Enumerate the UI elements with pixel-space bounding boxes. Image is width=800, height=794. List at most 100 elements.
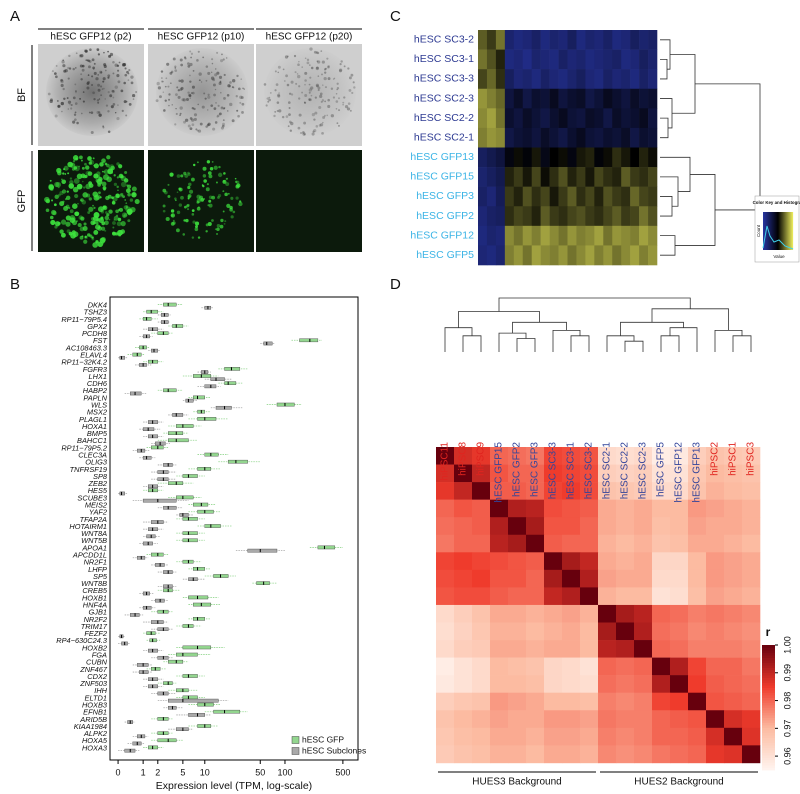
- bf-speck: [117, 104, 119, 106]
- bf-speck: [124, 67, 127, 70]
- box: [193, 567, 205, 571]
- heat-cell: [648, 127, 658, 148]
- gfp-signal: [95, 240, 99, 244]
- gene-label: ZNF503: [79, 679, 108, 688]
- box: [168, 438, 189, 443]
- gfp-signal: [180, 195, 184, 200]
- heat-cell: [478, 167, 488, 187]
- column-label: hESC SC2-3: [638, 442, 649, 500]
- bf-speck: [277, 71, 280, 74]
- corr-cell: [490, 604, 509, 623]
- bf-speck: [114, 63, 118, 67]
- color-key-band: [762, 760, 775, 763]
- bf-speck: [217, 104, 220, 107]
- gfp-signal: [118, 164, 123, 169]
- bf-speck: [278, 92, 280, 94]
- bf-speck: [74, 118, 77, 121]
- heat-cell: [567, 186, 577, 207]
- corr-cell: [634, 710, 653, 729]
- heat-cell: [621, 245, 631, 266]
- gene-label: SP5: [93, 572, 108, 581]
- heat-cell: [478, 127, 488, 148]
- bf-speck: [168, 93, 171, 96]
- heat-cell: [639, 167, 649, 187]
- gfp-signal: [65, 221, 71, 227]
- corr-cell: [634, 482, 653, 500]
- gene-label: IHH: [94, 686, 107, 695]
- heat-cell: [639, 127, 649, 148]
- bf-speck: [193, 107, 196, 111]
- heat-cell: [486, 30, 497, 50]
- corr-cell: [562, 464, 581, 483]
- corr-cell: [580, 692, 599, 711]
- heat-cell: [612, 69, 622, 90]
- color-key-band: [762, 710, 775, 713]
- column-label: hESC GFP2: [512, 442, 523, 497]
- corr-cell: [742, 517, 761, 536]
- bf-speck: [240, 96, 244, 100]
- corr-cell: [652, 499, 671, 518]
- bf-speck: [87, 59, 91, 63]
- gfp-signal: [162, 188, 167, 193]
- color-key-band: [783, 212, 785, 250]
- bf-speck: [221, 106, 224, 109]
- gfp-signal: [98, 177, 103, 182]
- gfp-signal: [124, 171, 128, 175]
- bf-speck: [278, 109, 282, 113]
- corr-cell: [634, 447, 653, 465]
- color-key-band: [786, 212, 788, 250]
- bf-speck: [92, 66, 95, 70]
- heat-cell: [540, 108, 550, 129]
- corr-cell: [436, 657, 455, 676]
- corr-cell: [598, 482, 617, 500]
- gfp-signal: [97, 183, 101, 187]
- corr-cell: [526, 692, 545, 711]
- corr-cell: [562, 447, 581, 465]
- gfp-signal: [229, 205, 233, 210]
- heat-cell: [567, 225, 577, 246]
- bf-speck: [111, 89, 115, 93]
- corr-cell: [562, 587, 581, 606]
- gene-label: HOXA1: [82, 422, 107, 431]
- gfp-signal: [79, 226, 85, 232]
- corr-cell: [742, 745, 761, 764]
- bf-speck: [82, 100, 85, 103]
- bf-speck: [327, 77, 331, 81]
- corr-cell: [706, 710, 725, 729]
- corr-cell: [472, 745, 491, 764]
- gfp-signal: [87, 171, 93, 176]
- corr-cell: [688, 552, 707, 571]
- corr-cell: [634, 464, 653, 483]
- bf-speck: [97, 83, 101, 87]
- color-key-band: [762, 662, 775, 666]
- bf-speck: [288, 113, 291, 117]
- corr-cell: [454, 482, 473, 500]
- bf-speck: [316, 50, 318, 53]
- corr-cell: [526, 482, 545, 500]
- box: [151, 348, 158, 353]
- corr-cell: [436, 447, 455, 465]
- dendrogram: [660, 58, 668, 80]
- bf-speck: [79, 64, 83, 68]
- heat-cell: [513, 108, 524, 129]
- heat-cell: [585, 30, 595, 50]
- heat-cell: [648, 167, 658, 187]
- gfp-signal: [185, 218, 189, 223]
- corr-cell: [598, 640, 617, 658]
- bf-speck: [174, 65, 177, 68]
- gfp-signal: [238, 201, 243, 207]
- corr-cell: [490, 622, 509, 641]
- bf-speck: [75, 91, 77, 94]
- corr-cell: [616, 675, 635, 693]
- heat-cell: [486, 206, 497, 227]
- heat-cell: [612, 225, 622, 246]
- bf-speck: [221, 53, 223, 56]
- gfp-signal: [167, 194, 171, 198]
- gfp-signal: [85, 165, 90, 170]
- bf-speck: [200, 81, 203, 83]
- bf-speck: [188, 93, 192, 97]
- heat-cell: [513, 88, 524, 109]
- bf-speck: [326, 57, 329, 60]
- corr-cell: [724, 499, 743, 518]
- bf-speck: [107, 76, 110, 79]
